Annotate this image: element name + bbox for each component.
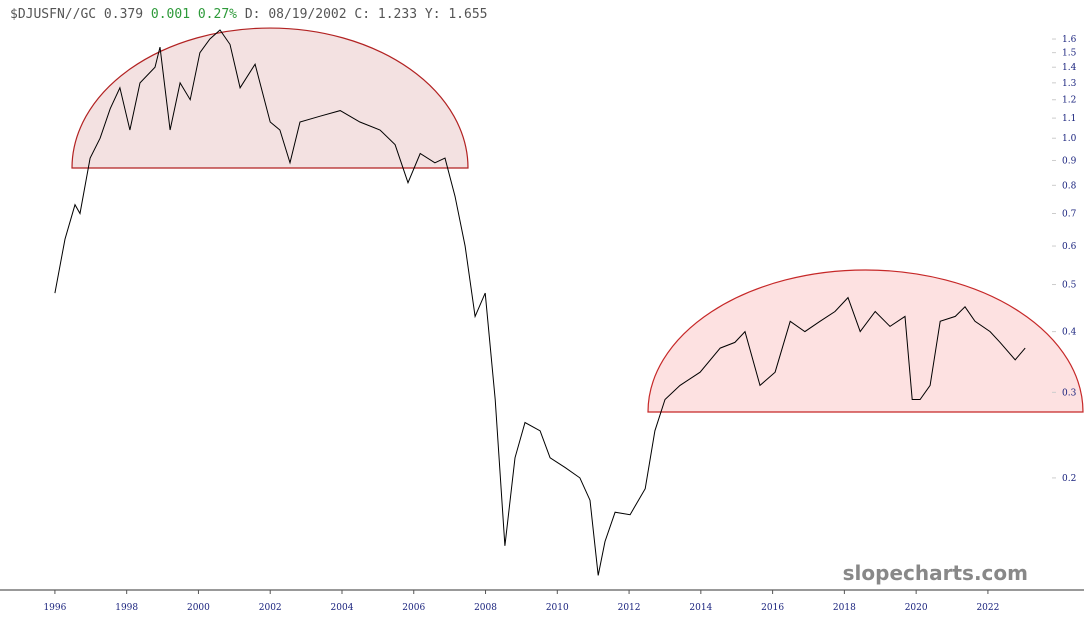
- x-tick-label: 2022: [976, 603, 999, 613]
- x-tick-label: 2008: [474, 603, 497, 613]
- symbol: $DJUSFN//GC: [10, 7, 96, 22]
- x-tick-label: 2010: [546, 603, 569, 613]
- y-value: 1.655: [448, 7, 487, 22]
- plot: 1.6 1.5 1.4 1.3 1.2 1.1 1.0 0.9 0.8 0.7 0.6 0.5 0.4 0…: [43, 29, 1077, 613]
- y-tick-label: 0.4: [1062, 328, 1077, 338]
- y-tick-label: 0.5: [1062, 281, 1077, 291]
- x-tick-label: 2002: [259, 603, 282, 613]
- y-tick-label: 0.3: [1062, 388, 1077, 398]
- close: 1.233: [378, 7, 417, 22]
- y-tick-label: 0.2: [1062, 474, 1076, 484]
- y-tick-label: 1.5: [1062, 49, 1077, 59]
- date-label: D:: [245, 7, 261, 22]
- y-label: Y:: [425, 7, 441, 22]
- x-tick-label: 2018: [833, 603, 856, 613]
- y-tick-label: 1.6: [1062, 35, 1077, 45]
- x-tick-label: 2006: [402, 603, 425, 613]
- x-tick-label: 2016: [761, 603, 784, 613]
- dome-annotation: [647, 269, 1084, 413]
- x-tick-label: 2000: [187, 603, 210, 613]
- y-tick-label: 1.1: [1062, 114, 1076, 124]
- y-tick-label: 0.8: [1062, 181, 1077, 191]
- x-tick-label: 2014: [689, 603, 712, 613]
- quote-header: $DJUSFN//GC 0.379 0.001 0.27% D: 08/19/2…: [10, 7, 488, 22]
- y-tick-label: 1.4: [1062, 63, 1077, 73]
- change-pct: 0.27%: [198, 7, 237, 22]
- watermark: slopecharts.com: [843, 561, 1028, 585]
- price-line: [54, 29, 1026, 576]
- last: 0.379: [104, 7, 143, 22]
- y-tick-label: 1.3: [1062, 79, 1077, 89]
- date: 08/19/2002: [268, 7, 346, 22]
- y-tick-label: 0.9: [1062, 156, 1077, 166]
- close-label: C:: [354, 7, 370, 22]
- y-tick-label: 0.7: [1062, 210, 1077, 220]
- x-tick-label: 2012: [618, 603, 641, 613]
- y-tick-label: 1.0: [1062, 134, 1077, 144]
- dome-annotation: [71, 27, 469, 169]
- change: 0.001: [151, 7, 190, 22]
- y-tick-label: 0.6: [1062, 242, 1077, 252]
- y-tick-label: 1.2: [1062, 96, 1076, 106]
- x-tick-label: 1996: [43, 603, 66, 613]
- x-tick-label: 2020: [905, 603, 928, 613]
- x-tick-label: 2004: [331, 603, 354, 613]
- x-tick-label: 1998: [115, 603, 138, 613]
